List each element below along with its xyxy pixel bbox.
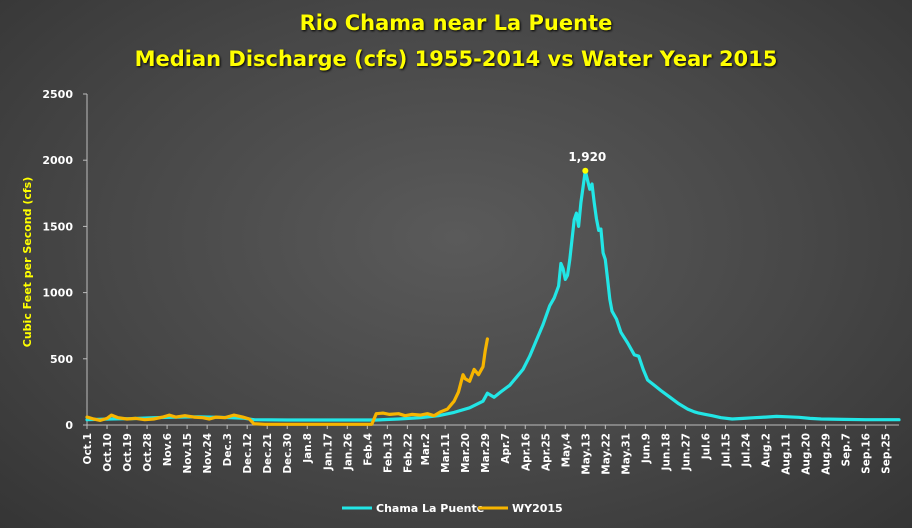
x-tick-label: Jun.9 (640, 433, 652, 464)
series-lines (85, 169, 901, 426)
peak-label: 1,920 (568, 150, 606, 164)
x-tick-label: Jun.18 (660, 433, 672, 471)
x-tick-label: Feb.13 (382, 433, 394, 473)
x-tick-label: Jan.17 (322, 433, 334, 471)
x-tick-labels: Oct.1 Oct.10 Oct.19 Oct.28 Nov.6 Nov.15 Nov.24… (82, 425, 893, 475)
legend: Chama La Puente WY2015 (342, 502, 563, 515)
x-tick-label: Oct.28 (142, 433, 154, 472)
y-tick-labels: 0 500 1000 1500 2000 2500 (42, 88, 87, 432)
x-tick-label: Apr.7 (500, 433, 512, 464)
legend-label: Chama La Puente (376, 502, 484, 515)
x-tick-label: Jun.27 (680, 433, 692, 471)
series-line (85, 169, 901, 422)
x-tick-label: Jan.8 (302, 433, 314, 464)
x-tick-label: Dec.30 (282, 433, 294, 474)
x-tick-label: Mar.29 (480, 433, 492, 473)
peak-marker (582, 167, 589, 174)
chart-title: Rio Chama near La Puente (299, 11, 613, 35)
y-tick-label: 500 (50, 353, 73, 366)
x-tick-label: May.4 (560, 433, 572, 467)
x-tick-label: Oct.10 (102, 433, 114, 472)
x-tick-label: May.13 (580, 433, 592, 475)
x-tick-label: Mar.20 (460, 433, 472, 473)
x-tick-label: Dec.3 (222, 433, 234, 466)
series-line (85, 337, 489, 426)
y-tick-label: 1000 (42, 287, 73, 300)
x-tick-label: Dec.21 (262, 433, 274, 474)
x-tick-label: May.22 (600, 433, 612, 475)
x-tick-label: Aug.2 (761, 433, 773, 467)
x-tick-label: May.31 (620, 433, 632, 475)
x-tick-label: Mar.11 (440, 433, 452, 473)
x-tick-label: Jul.24 (740, 433, 752, 468)
x-tick-label: Feb.4 (362, 433, 374, 466)
x-tick-label: Sep.7 (841, 433, 853, 467)
x-tick-label: Feb.22 (402, 433, 414, 473)
x-tick-label: Jan.26 (342, 433, 354, 471)
chart-subtitle: Median Discharge (cfs) 1955-2014 vs Wate… (134, 47, 778, 71)
x-tick-label: Oct.1 (82, 433, 94, 464)
axes (86, 94, 899, 426)
x-tick-label: Nov.15 (182, 433, 194, 474)
x-tick-label: Mar.2 (420, 433, 432, 466)
x-tick-label: Jul.6 (700, 433, 712, 460)
x-tick-label: Aug.11 (781, 433, 793, 475)
x-tick-label: Dec.12 (242, 433, 254, 474)
x-tick-label: Nov.24 (202, 433, 214, 474)
y-tick-label: 1500 (42, 220, 73, 233)
y-tick-label: 2000 (42, 154, 73, 167)
y-axis-label: Cubic Feet per Second (cfs) (21, 177, 34, 347)
x-tick-label: Apr.16 (520, 433, 532, 471)
x-tick-label: Apr.25 (540, 433, 552, 471)
y-tick-label: 2500 (42, 88, 73, 101)
legend-label: WY2015 (512, 502, 563, 515)
y-tick-label: 0 (65, 419, 73, 432)
x-tick-label: Sep.16 (861, 433, 873, 474)
x-tick-label: Aug.20 (801, 433, 813, 475)
x-tick-label: Sep.25 (881, 433, 893, 474)
x-tick-label: Jul.15 (720, 433, 732, 468)
peak-annotation: 1,920 (568, 150, 606, 174)
x-tick-label: Nov.6 (162, 433, 174, 466)
x-tick-label: Oct.19 (122, 433, 134, 472)
x-tick-label: Aug.29 (821, 433, 833, 475)
